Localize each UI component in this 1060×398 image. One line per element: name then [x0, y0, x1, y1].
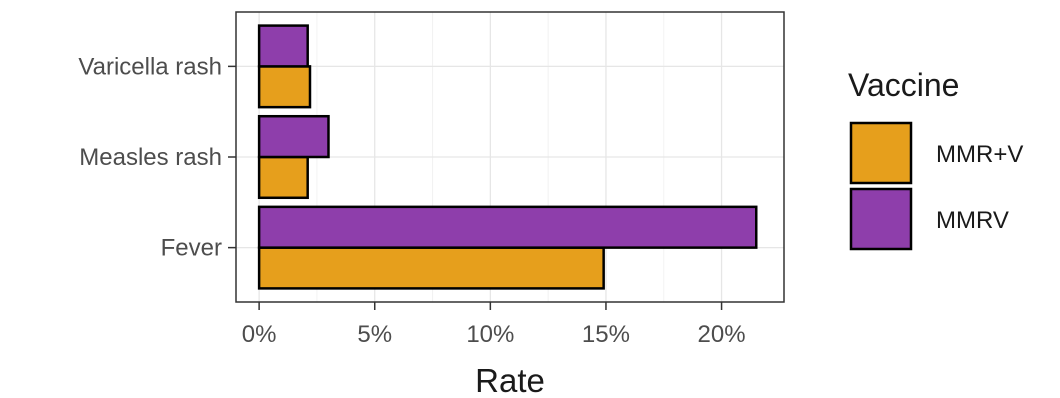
x-tick-label: 20% — [698, 321, 746, 348]
legend-label: MMRV — [936, 207, 1009, 234]
legend-key — [849, 121, 913, 185]
x-tick-label: 0% — [242, 321, 277, 348]
x-tick-label: 10% — [466, 321, 514, 348]
y-tick-label: Varicella rash — [78, 53, 222, 80]
x-axis: 0% 5% 10% 15% 20% — [242, 302, 746, 348]
legend: Vaccine MMR+V MMRV — [848, 67, 1023, 251]
x-tick-label: 15% — [582, 321, 630, 348]
x-tick-label: 5% — [357, 321, 392, 348]
bar-mmrv-measles-rash — [257, 114, 330, 159]
legend-title: Vaccine — [848, 67, 959, 103]
bar-mmr-v-varicella-rash — [257, 65, 312, 109]
legend-label: MMR+V — [936, 141, 1023, 168]
y-tick-label: Fever — [161, 235, 222, 262]
legend-key — [849, 187, 913, 251]
bar-mmrv-fever — [257, 205, 758, 249]
x-axis-title: Rate — [475, 362, 545, 398]
y-axis: Fever Measles rash Varicella rash — [78, 53, 236, 262]
bar-mmr-v-measles-rash — [257, 155, 309, 200]
bar-mmrv-varicella-rash — [257, 24, 309, 68]
bar-mmr-v-fever — [257, 246, 605, 290]
bars — [257, 24, 758, 290]
y-tick-label: Measles rash — [79, 144, 222, 171]
